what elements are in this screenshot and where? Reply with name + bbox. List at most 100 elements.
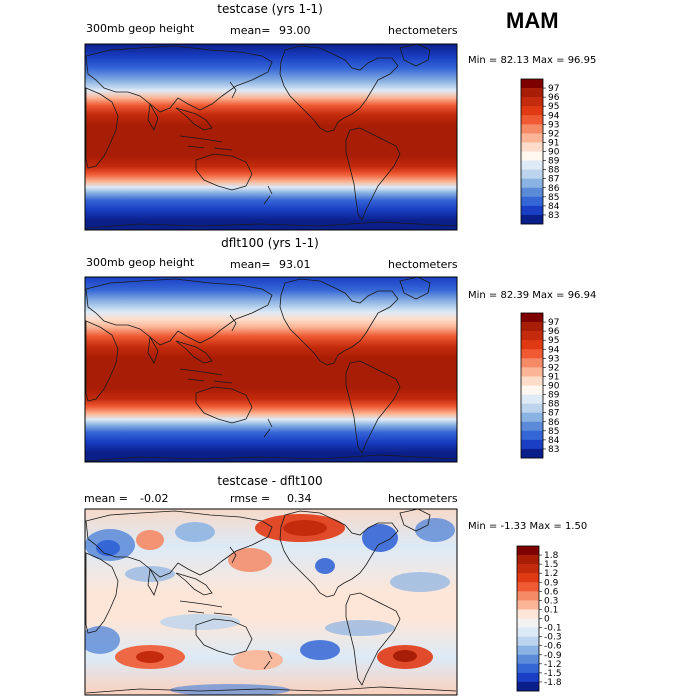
- colorbar-label: 93: [548, 120, 559, 130]
- colorbar-label: 83: [548, 445, 559, 455]
- colorbar-label: -0.3: [544, 633, 562, 643]
- colorbar-swatch: [517, 591, 539, 601]
- colorbar-label: 90: [548, 148, 560, 158]
- colorbar-swatch: [521, 106, 543, 116]
- colorbar-label: 84: [548, 202, 560, 212]
- colorbar-label: 0.3: [544, 596, 558, 606]
- colorbar-swatch: [517, 663, 539, 674]
- colorbar-label: 0.1: [544, 605, 558, 615]
- colorbar-swatch: [521, 79, 543, 89]
- colorbar-label: 83: [548, 211, 559, 221]
- colorbar-swatch: [521, 178, 543, 189]
- colorbar-label: 86: [548, 184, 560, 194]
- colorbar-swatch: [521, 160, 543, 170]
- panel2-title: dflt100 (yrs 1-1): [221, 236, 319, 250]
- colorbar-label: -0.9: [544, 651, 562, 661]
- panel1-title: testcase (yrs 1-1): [217, 2, 323, 16]
- panel1-mean-label: mean=: [230, 24, 271, 37]
- colorbar-label: 84: [548, 436, 560, 446]
- panel1-map: [84, 43, 458, 231]
- colorbar-swatch: [521, 439, 543, 450]
- colorbar-label: 95: [548, 336, 559, 346]
- colorbar-swatch: [517, 645, 539, 656]
- panel3-rmse-label: rmse =: [230, 492, 271, 505]
- colorbar-label: 97: [548, 318, 559, 328]
- colorbar-swatch: [521, 196, 543, 207]
- colorbar-swatch: [521, 142, 543, 152]
- panel1-field-label: 300mb geop height: [86, 22, 195, 35]
- colorbar-swatch: [521, 412, 543, 423]
- colorbar-label: 96: [548, 327, 560, 337]
- colorbar-swatch: [517, 600, 539, 610]
- colorbar-swatch: [521, 430, 543, 441]
- colorbar-swatch: [521, 214, 543, 225]
- colorbar-swatch: [521, 313, 543, 323]
- colorbar-label: 90: [548, 382, 560, 392]
- colorbar-label: -1.8: [544, 678, 562, 688]
- colorbar-swatch: [517, 609, 539, 619]
- colorbar-swatch: [517, 546, 539, 556]
- panel2-mean-value: 93.01: [279, 258, 311, 271]
- colorbar-label: 88: [548, 166, 560, 176]
- colorbar-label: -1.5: [544, 669, 562, 679]
- panel3-rmse-value: 0.34: [287, 492, 312, 505]
- panel2-mean-label: mean=: [230, 258, 271, 271]
- panel2-minmax: Min = 82.39 Max = 96.94: [468, 290, 597, 301]
- colorbar-swatch: [517, 555, 539, 565]
- panel2-field-label: 300mb geop height: [86, 256, 195, 269]
- colorbar-label: 96: [548, 93, 560, 103]
- colorbar-label: -0.1: [544, 624, 562, 634]
- colorbar-swatch: [521, 376, 543, 386]
- colorbar-label: 87: [548, 409, 559, 419]
- colorbar-label: 87: [548, 175, 559, 185]
- colorbar-swatch: [517, 672, 539, 683]
- panel1-mean-value: 93.00: [279, 24, 311, 37]
- colorbar-swatch: [521, 340, 543, 350]
- colorbar-label: 89: [548, 157, 560, 167]
- colorbar-swatch: [521, 322, 543, 332]
- colorbar-label: 93: [548, 354, 559, 364]
- colorbar-label: 85: [548, 193, 559, 203]
- colorbar-label: 89: [548, 391, 560, 401]
- panel3-colorbar: 1.81.51.20.90.60.30.10-0.1-0.3-0.6-0.9-1…: [516, 545, 562, 692]
- colorbar-swatch: [521, 403, 543, 413]
- colorbar-label: 91: [548, 138, 559, 148]
- colorbar-swatch: [521, 421, 543, 432]
- season-label: MAM: [506, 8, 559, 33]
- colorbar-label: -1.2: [544, 660, 562, 670]
- colorbar-swatch: [517, 627, 539, 637]
- colorbar-swatch: [517, 618, 539, 628]
- colorbar-swatch: [521, 394, 543, 404]
- colorbar-swatch: [517, 636, 539, 646]
- colorbar-swatch: [521, 124, 543, 134]
- panel3-minmax: Min = -1.33 Max = 1.50: [468, 521, 588, 532]
- colorbar-swatch: [521, 187, 543, 198]
- colorbar-swatch: [521, 133, 543, 143]
- panel3-title: testcase - dflt100: [217, 474, 323, 488]
- colorbar-swatch: [521, 97, 543, 107]
- colorbar-swatch: [521, 448, 543, 459]
- panel1-minmax: Min = 82.13 Max = 96.95: [468, 55, 597, 66]
- colorbar-swatch: [521, 349, 543, 359]
- colorbar-label: 0.6: [544, 587, 559, 597]
- colorbar-swatch: [517, 582, 539, 592]
- colorbar-label: 91: [548, 372, 559, 382]
- colorbar-swatch: [521, 88, 543, 98]
- colorbar-swatch: [517, 573, 539, 583]
- colorbar-swatch: [521, 151, 543, 161]
- colorbar-swatch: [521, 169, 543, 179]
- panel3-map: [84, 508, 458, 696]
- colorbar-label: 85: [548, 427, 559, 437]
- colorbar-label: 88: [548, 400, 560, 410]
- panel3-mean-label: mean =: [84, 492, 128, 505]
- colorbar-label: 94: [548, 345, 560, 355]
- colorbar-label: 94: [548, 111, 560, 121]
- colorbar-label: 95: [548, 102, 559, 112]
- colorbar-label: 97: [548, 84, 559, 94]
- colorbar-label: 92: [548, 129, 559, 139]
- colorbar-swatch: [521, 358, 543, 368]
- colorbar-swatch: [521, 115, 543, 125]
- colorbar-label: 1.2: [544, 569, 558, 579]
- colorbar-swatch: [517, 564, 539, 574]
